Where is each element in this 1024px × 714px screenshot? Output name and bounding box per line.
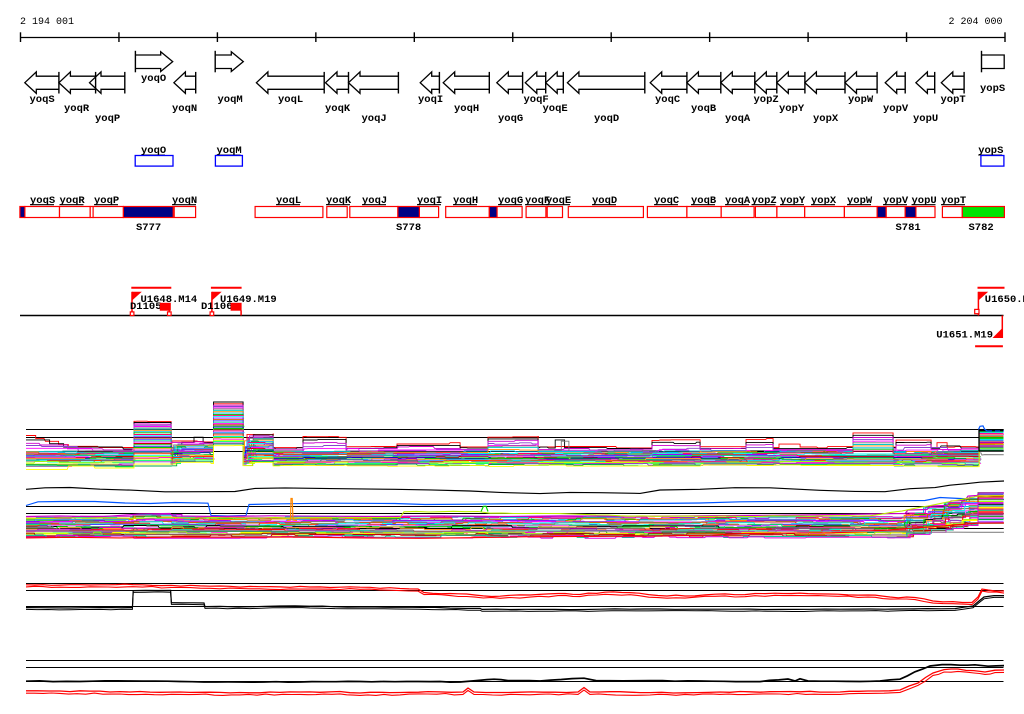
- svg-text:S778: S778: [396, 222, 421, 234]
- svg-text:D1105: D1105: [130, 301, 162, 313]
- svg-text:yopS: yopS: [978, 145, 1003, 157]
- svg-text:2 194 001: 2 194 001: [20, 17, 74, 28]
- svg-text:yopS: yopS: [980, 83, 1005, 95]
- svg-text:yoqL: yoqL: [276, 195, 301, 207]
- svg-text:yopZ: yopZ: [754, 94, 779, 106]
- svg-text:yopY: yopY: [780, 195, 806, 207]
- svg-text:2 204 000: 2 204 000: [949, 17, 1003, 28]
- svg-text:yoqI: yoqI: [417, 195, 442, 207]
- svg-text:yopX: yopX: [813, 113, 839, 125]
- svg-text:yoqC: yoqC: [655, 94, 681, 106]
- svg-text:yoqK: yoqK: [326, 195, 352, 207]
- svg-text:yopY: yopY: [779, 103, 805, 115]
- svg-text:yoqF: yoqF: [524, 94, 549, 106]
- svg-text:yoqM: yoqM: [218, 94, 243, 106]
- svg-text:yoqA: yoqA: [725, 113, 751, 125]
- svg-text:yoqK: yoqK: [325, 103, 351, 115]
- svg-text:yopV: yopV: [883, 195, 909, 207]
- svg-text:yopT: yopT: [941, 195, 966, 207]
- svg-text:yoqD: yoqD: [594, 113, 619, 125]
- svg-text:yoqI: yoqI: [418, 94, 443, 106]
- svg-text:yoqJ: yoqJ: [362, 113, 387, 125]
- svg-text:yoqG: yoqG: [498, 195, 523, 207]
- svg-text:S777: S777: [136, 222, 161, 234]
- svg-text:yoqE: yoqE: [543, 103, 568, 115]
- svg-text:S781: S781: [896, 222, 921, 234]
- svg-text:yoqS: yoqS: [30, 195, 55, 207]
- svg-text:yopU: yopU: [913, 113, 938, 125]
- svg-text:yoqL: yoqL: [278, 94, 303, 106]
- svg-text:yoqD: yoqD: [592, 195, 617, 207]
- svg-text:yoqN: yoqN: [172, 195, 197, 207]
- svg-text:yoqO: yoqO: [141, 145, 166, 157]
- svg-text:yoqR: yoqR: [64, 103, 90, 115]
- svg-text:U1650.M19: U1650.M19: [985, 294, 1024, 306]
- svg-text:yoqO: yoqO: [141, 73, 166, 85]
- svg-text:U1651.M19: U1651.M19: [936, 330, 993, 342]
- svg-text:yoqC: yoqC: [654, 195, 680, 207]
- svg-text:yoqP: yoqP: [95, 113, 120, 125]
- svg-text:yopU: yopU: [912, 195, 937, 207]
- svg-text:yoqP: yoqP: [94, 195, 119, 207]
- svg-text:yopZ: yopZ: [752, 195, 777, 207]
- svg-text:yoqJ: yoqJ: [362, 195, 387, 207]
- svg-text:yoqN: yoqN: [172, 103, 197, 115]
- svg-text:yoqS: yoqS: [30, 94, 55, 106]
- svg-text:yoqF: yoqF: [525, 195, 550, 207]
- svg-text:yoqB: yoqB: [691, 195, 717, 207]
- svg-text:yoqR: yoqR: [60, 195, 86, 207]
- svg-text:yopW: yopW: [848, 94, 874, 106]
- svg-text:U1648.M14: U1648.M14: [141, 294, 198, 306]
- svg-text:S782: S782: [969, 222, 994, 234]
- svg-text:yoqH: yoqH: [453, 195, 478, 207]
- svg-text:D1106: D1106: [201, 301, 233, 313]
- svg-text:yopT: yopT: [941, 94, 966, 106]
- svg-text:yoqE: yoqE: [546, 195, 571, 207]
- svg-text:yopW: yopW: [847, 195, 873, 207]
- svg-text:yopX: yopX: [811, 195, 837, 207]
- svg-text:yoqG: yoqG: [498, 113, 523, 125]
- svg-text:yoqH: yoqH: [454, 103, 479, 115]
- svg-text:yoqB: yoqB: [691, 103, 717, 115]
- svg-text:yoqA: yoqA: [725, 195, 751, 207]
- svg-text:yopV: yopV: [883, 103, 909, 115]
- svg-text:yoqM: yoqM: [217, 145, 242, 157]
